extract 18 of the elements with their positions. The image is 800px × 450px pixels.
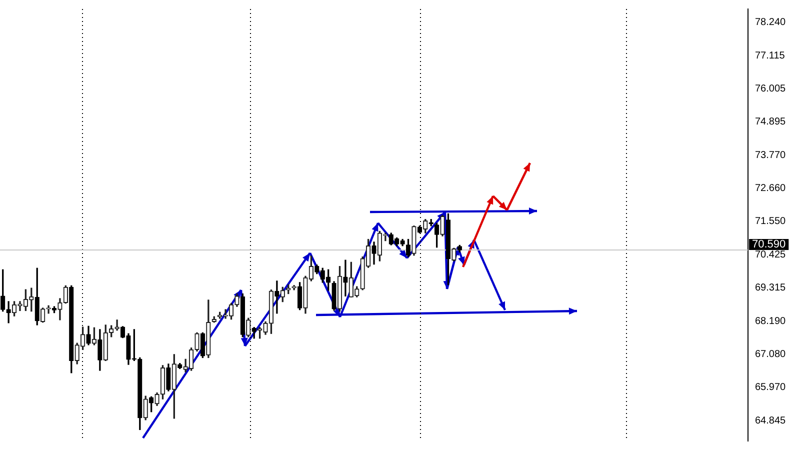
candlestick	[46, 305, 51, 314]
y-tick-label: 74.895	[755, 116, 786, 128]
y-tick-label: 76.005	[755, 84, 786, 95]
y-tick-label: 73.770	[755, 150, 786, 162]
ref-line-label: 70.590	[752, 238, 786, 251]
y-tick-label: 78.240	[755, 17, 786, 28]
y-tick-label: 71.550	[755, 216, 786, 228]
candlestick	[6, 301, 11, 324]
y-tick-label: 69.315	[755, 282, 786, 294]
y-tick-label: 67.080	[755, 349, 786, 360]
y-tick-label: 64.845	[755, 416, 786, 427]
candlestick	[274, 280, 280, 314]
y-tick-label: 70.425	[755, 250, 786, 261]
candlestick	[343, 260, 348, 296]
y-tick-label: 68.190	[755, 316, 786, 328]
y-tick-label: 77.115	[755, 50, 786, 62]
y-tick-label: 72.660	[755, 183, 786, 194]
y-tick-label: 65.970	[755, 382, 786, 394]
